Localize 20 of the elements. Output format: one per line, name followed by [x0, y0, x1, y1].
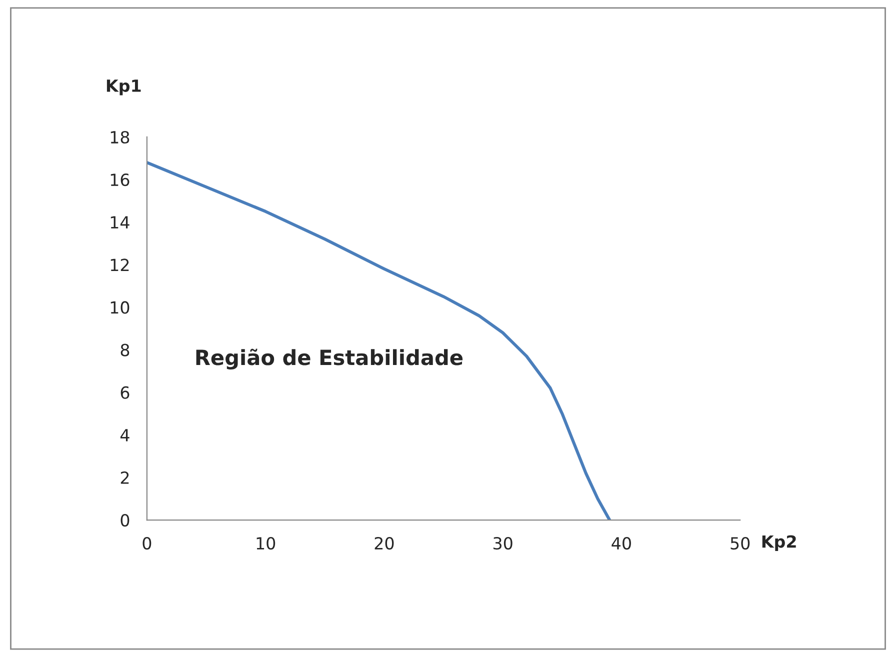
x-tick-label: 40 [612, 536, 631, 550]
x-tick-label: 20 [374, 536, 394, 550]
y-tick-label: 4 [120, 429, 130, 442]
y-tick-label: 16 [110, 174, 130, 186]
x-tick-label: 0 [142, 536, 152, 550]
y-axis-title: Kp1 [106, 80, 141, 96]
y-tick-label: 2 [120, 471, 129, 484]
y-tick-label: 8 [120, 344, 130, 356]
y-tick-label: 18 [110, 130, 130, 144]
y-tick-label: 10 [110, 301, 130, 314]
x-tick-label: 30 [494, 536, 512, 550]
annotation: Região de Estabilidade [196, 348, 463, 370]
x-tick-label: 10 [256, 536, 276, 550]
y-tick-label: 6 [120, 386, 130, 399]
y-tick-label: 12 [110, 258, 129, 271]
x-tick-label: 50 [730, 536, 750, 550]
x-axis-title: Kp2 [762, 535, 796, 552]
y-tick-label: 0 [120, 514, 130, 527]
y-tick-label: 14 [110, 216, 130, 228]
line-series [146, 160, 612, 520]
